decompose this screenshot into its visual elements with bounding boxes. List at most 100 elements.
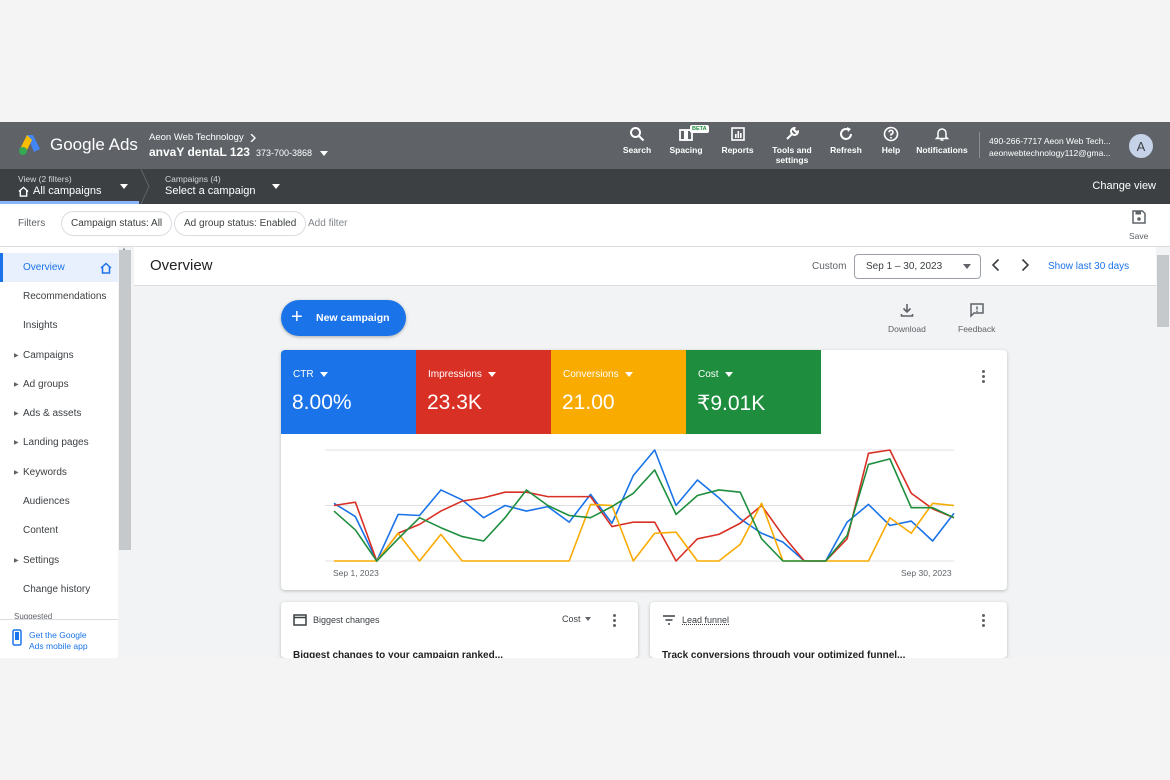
- next-period-icon[interactable]: [1019, 258, 1031, 272]
- breadcrumb-separator-icon: [140, 169, 150, 204]
- tool-label: Reports: [721, 145, 754, 155]
- sidebar-item-recommendations[interactable]: Recommendations: [0, 282, 118, 311]
- user-phone-line: 490-266-7717 Aeon Web Tech...: [989, 136, 1111, 146]
- google-ads-logo[interactable]: Google Ads: [18, 134, 138, 156]
- tool-search[interactable]: Search: [614, 126, 660, 165]
- expand-arrow-icon: ▶: [14, 353, 19, 359]
- sidebar-item-label: Content: [23, 525, 59, 536]
- metric-name: Impressions: [428, 369, 482, 380]
- sidebar-item-label: Overview: [23, 262, 65, 273]
- sidebar: Overview Recommendations Insights ▶ Campa…: [0, 247, 118, 658]
- caret-down-icon: [487, 372, 496, 377]
- tool-reports[interactable]: Reports: [712, 126, 763, 165]
- context-bar: View (2 filters) All campaigns Campaigns…: [0, 169, 1170, 204]
- sidebar-item-content[interactable]: Content: [0, 516, 118, 545]
- campaign-label: Campaigns (4): [165, 174, 221, 184]
- spacing-icon: [679, 129, 693, 141]
- home-icon: [100, 261, 112, 274]
- date-range-selector[interactable]: Sep 1 – 30, 2023: [854, 254, 981, 279]
- previous-period-icon[interactable]: [990, 258, 1002, 272]
- sidebar-scroll-thumb[interactable]: [119, 250, 131, 550]
- caret-down-icon: [120, 184, 128, 189]
- tool-tools-and-settings[interactable]: Tools and settings: [763, 126, 821, 165]
- chart-series-conversions-line[interactable]: [334, 502, 955, 562]
- lead-funnel-body: Track conversions through your optimized…: [662, 650, 906, 658]
- more-options-icon[interactable]: [982, 370, 986, 384]
- home-icon: [18, 185, 29, 197]
- download-button[interactable]: Download: [888, 302, 926, 334]
- account-switcher[interactable]: Aeon Web Technology anvaY dentaL 123 373…: [149, 132, 329, 159]
- beta-badge: BETA: [690, 125, 709, 133]
- account-name: anvaY dentaL 123: [149, 145, 250, 159]
- metric-impressions[interactable]: Impressions 23.3K: [416, 350, 551, 434]
- sidebar-item-landing-pages[interactable]: ▶ Landing pages: [0, 428, 118, 457]
- caret-down-icon: [320, 151, 329, 156]
- sidebar-item-label: Keywords: [23, 467, 67, 478]
- tool-notifications[interactable]: Notifications: [911, 126, 973, 165]
- date-range-value: Sep 1 – 30, 2023: [866, 261, 943, 272]
- new-campaign-button[interactable]: + New campaign: [281, 300, 406, 336]
- performance-card: CTR 8.00% Impressions 23.3K Conversions …: [281, 350, 1007, 590]
- sidebar-item-overview[interactable]: Overview: [0, 253, 118, 282]
- sidebar-item-label: Campaigns: [23, 350, 74, 361]
- tool-help[interactable]: Help: [871, 126, 911, 165]
- metric-conversions[interactable]: Conversions 21.00: [551, 350, 686, 434]
- tool-label: Refresh: [830, 145, 862, 155]
- metric-cost[interactable]: Cost ₹9.01K: [686, 350, 821, 434]
- view-selector[interactable]: View (2 filters) All campaigns: [18, 174, 101, 197]
- show-last-30-days-link[interactable]: Show last 30 days: [1048, 261, 1130, 272]
- toolbar: Search BETA Spacing Reports Tools and se…: [614, 125, 973, 165]
- filter-bar: Filters Campaign status: All Ad group st…: [0, 204, 1170, 247]
- avatar[interactable]: A: [1129, 134, 1153, 158]
- save-button[interactable]: Save: [1129, 210, 1148, 241]
- filter-icon: [663, 615, 675, 625]
- sidebar-item-ad-groups[interactable]: ▶ Ad groups: [0, 370, 118, 399]
- user-account[interactable]: 490-266-7717 Aeon Web Tech... aeonwebtec…: [989, 135, 1111, 159]
- reports-icon: [730, 127, 745, 141]
- more-options-icon[interactable]: [982, 614, 986, 628]
- mobile-app-link[interactable]: Get the Google Ads mobile app: [0, 619, 118, 658]
- sidebar-item-change-history[interactable]: Change history: [0, 575, 118, 604]
- help-icon: [883, 126, 899, 142]
- tool-label: Help: [881, 145, 901, 155]
- more-options-icon[interactable]: [613, 614, 617, 628]
- sidebar-item-insights[interactable]: Insights: [0, 311, 118, 340]
- tool-label: Spacing: [669, 145, 703, 155]
- change-view-button[interactable]: Change view: [1092, 180, 1156, 192]
- tool-label: Notifications: [916, 145, 968, 155]
- campaign-selector[interactable]: Campaigns (4) Select a campaign: [165, 174, 256, 197]
- metric-value: ₹9.01K: [697, 392, 766, 415]
- filter-chip-campaign-status[interactable]: Campaign status: All: [61, 211, 173, 236]
- cost-selector[interactable]: Cost: [562, 614, 591, 624]
- sidebar-item-settings[interactable]: ▶ Settings: [0, 546, 118, 575]
- cost-selector-value: Cost: [562, 614, 581, 624]
- refresh-icon: [840, 127, 852, 140]
- sidebar-item-keywords[interactable]: ▶ Keywords: [0, 458, 118, 487]
- tool-refresh[interactable]: Refresh: [821, 126, 871, 165]
- metric-value: 8.00%: [292, 391, 352, 414]
- lead-funnel-panel: Lead funnel Track conversions through yo…: [650, 602, 1007, 658]
- chart-series-ctr-line[interactable]: [333, 449, 955, 562]
- phone-icon: [12, 629, 22, 646]
- save-label: Save: [1129, 231, 1149, 241]
- feedback-button[interactable]: Feedback: [958, 302, 995, 334]
- metric-ctr[interactable]: CTR 8.00%: [281, 350, 416, 434]
- filter-chip-ad-group-status[interactable]: Ad group status: Enabled: [174, 211, 307, 236]
- tool-spacing[interactable]: BETA Spacing: [660, 125, 712, 165]
- add-filter-button[interactable]: Add filter: [308, 218, 348, 229]
- chart-x-end-label: Sep 30, 2023: [901, 568, 952, 578]
- main-scroll-thumb[interactable]: [1157, 255, 1169, 327]
- main-scrollbar[interactable]: [1156, 247, 1170, 658]
- toolbar-divider: [979, 132, 980, 158]
- page-header: Overview Custom Sep 1 – 30, 2023 Show la…: [134, 247, 1156, 286]
- sidebar-item-campaigns[interactable]: ▶ Campaigns: [0, 341, 118, 370]
- sidebar-item-ads-assets[interactable]: ▶ Ads & assets: [0, 399, 118, 428]
- sidebar-scrollbar[interactable]: ▲: [118, 247, 132, 658]
- account-id: 373-700-3868: [255, 148, 313, 158]
- lead-funnel-title[interactable]: Lead funnel: [682, 615, 730, 625]
- sidebar-item-audiences[interactable]: Audiences: [0, 487, 118, 516]
- biggest-changes-icon: [293, 614, 307, 626]
- metric-name: CTR: [293, 369, 314, 380]
- chart-series-cost-line[interactable]: [333, 458, 955, 562]
- view-value: All campaigns: [33, 185, 102, 197]
